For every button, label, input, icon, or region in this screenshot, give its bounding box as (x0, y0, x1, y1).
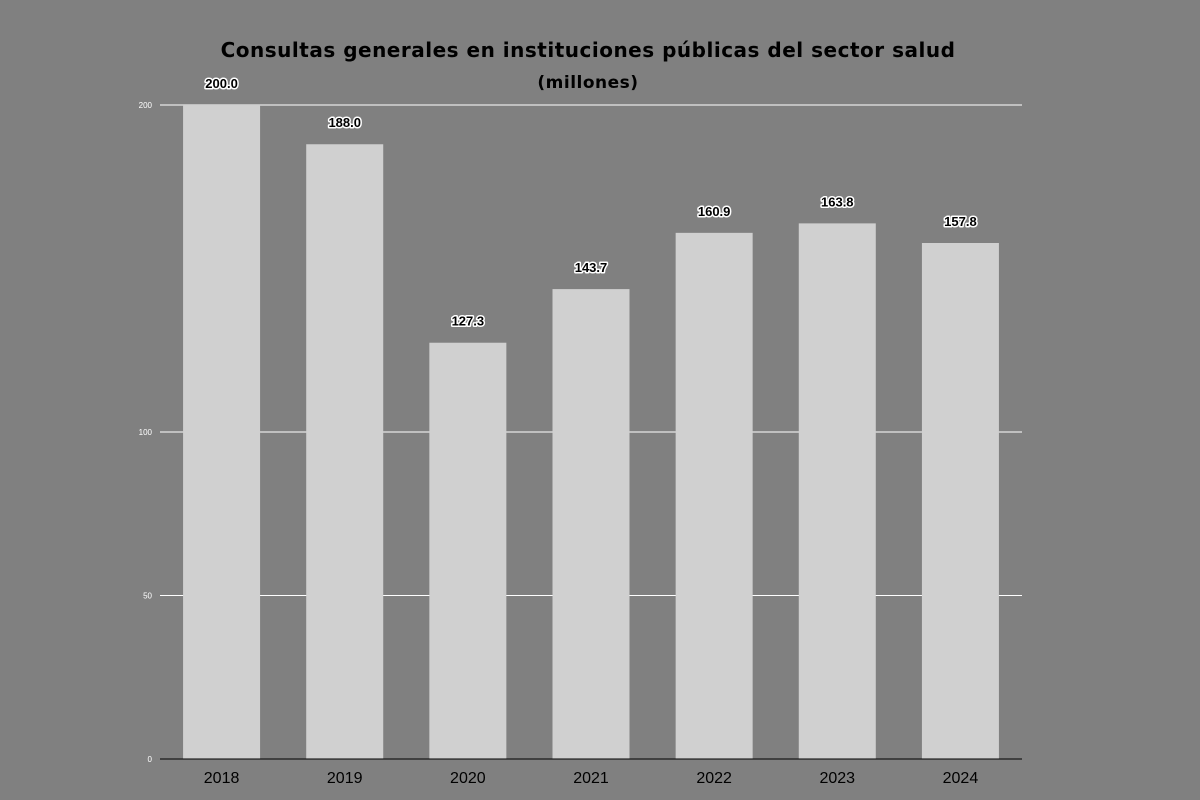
bar (798, 223, 876, 759)
data-label: 143.7 (575, 260, 608, 275)
data-label: 200.0 (205, 76, 238, 91)
x-tick-label: 2021 (573, 770, 609, 787)
chart-subtitle: (millones) (537, 73, 639, 93)
y-tick-label: 0 (148, 755, 153, 764)
y-tick-label: 50 (143, 592, 152, 601)
bar (552, 289, 630, 759)
x-tick-label: 2023 (819, 770, 855, 787)
x-tick-label: 2020 (450, 770, 486, 787)
data-label: 188.0 (328, 115, 361, 130)
bar (183, 105, 261, 759)
y-tick-label: 200 (139, 101, 153, 110)
y-tick-label: 100 (139, 428, 153, 437)
bar (675, 232, 753, 759)
chart-title: Consultas generales en instituciones púb… (220, 38, 956, 62)
data-label: 160.9 (698, 204, 731, 219)
data-label: 163.8 (821, 194, 854, 209)
bar (921, 242, 999, 759)
x-tick-label: 2018 (204, 770, 240, 787)
x-tick-label: 2024 (943, 770, 979, 787)
x-tick-label: 2019 (327, 770, 363, 787)
data-label: 127.3 (452, 314, 485, 329)
data-label: 157.8 (944, 214, 977, 229)
x-tick-label: 2022 (696, 770, 732, 787)
bar (306, 144, 384, 760)
bar (429, 342, 507, 759)
